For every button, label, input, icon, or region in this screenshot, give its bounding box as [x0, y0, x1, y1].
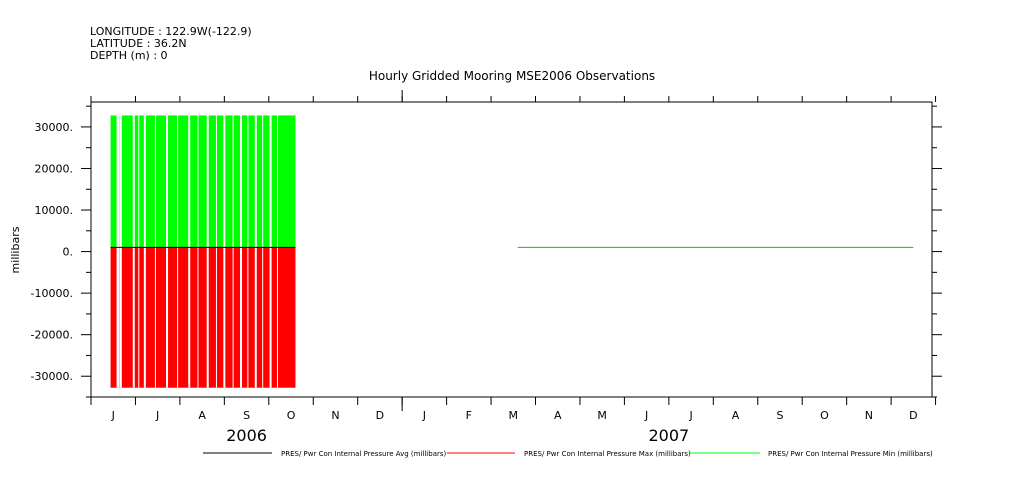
- data-gap: [223, 115, 226, 388]
- data-gap: [276, 115, 278, 388]
- data-gap: [138, 115, 140, 388]
- y-tick-label: 30000.: [35, 121, 74, 134]
- data-gap: [247, 115, 249, 388]
- data-gap: [154, 115, 156, 388]
- data-gap: [232, 115, 234, 388]
- x-month-label: J: [644, 409, 648, 422]
- plot-data: [110, 115, 914, 388]
- chart-title: Hourly Gridded Mooring MSE2006 Observati…: [369, 69, 655, 83]
- x-month-label: D: [376, 409, 384, 422]
- x-month-label: J: [688, 409, 692, 422]
- plot-frame: [90, 101, 933, 398]
- x-month-label: S: [776, 409, 783, 422]
- data-gap: [177, 115, 179, 388]
- y-tick-label: -10000.: [31, 287, 73, 300]
- data-gap: [206, 115, 209, 388]
- x-month-label: M: [597, 409, 607, 422]
- data-gap: [143, 115, 146, 388]
- data-gap: [262, 115, 264, 388]
- x-month-label: O: [820, 409, 829, 422]
- data-gap: [116, 115, 120, 388]
- x-month-label: M: [509, 409, 519, 422]
- legend-label: PRES/ Pwr Con Internal Pressure Min (mil…: [768, 450, 933, 458]
- x-month-label: A: [732, 409, 740, 422]
- legend-label: PRES/ Pwr Con Internal Pressure Avg (mil…: [281, 450, 447, 458]
- depth-label: DEPTH (m) : 0: [90, 49, 168, 62]
- y-axis-label: millibars: [9, 226, 22, 273]
- x-month-label: F: [466, 409, 472, 422]
- data-gap: [254, 115, 257, 388]
- series-min-fill: [110, 115, 296, 248]
- x-month-label: J: [422, 409, 426, 422]
- legend-label: PRES/ Pwr Con Internal Pressure Max (mil…: [524, 450, 691, 458]
- x-year-label: 2006: [226, 426, 267, 445]
- x-month-label: A: [554, 409, 562, 422]
- x-month-label: S: [243, 409, 250, 422]
- x-month-label: J: [155, 409, 159, 422]
- x-month-label: O: [287, 409, 296, 422]
- x-month-label: D: [909, 409, 917, 422]
- data-gap: [239, 115, 242, 388]
- series-max-fill: [110, 247, 296, 388]
- data-gap: [197, 115, 199, 388]
- y-tick-label: 0.: [63, 246, 74, 259]
- axis-labels: 30000. 20000. 10000. 0. -10000. -20000. -30000…: [31, 121, 918, 445]
- data-gap: [166, 115, 169, 388]
- data-gap: [215, 115, 217, 388]
- y-tick-label: -30000.: [31, 370, 73, 383]
- data-gap: [132, 115, 135, 388]
- x-month-label: J: [111, 409, 115, 422]
- x-month-label: N: [331, 409, 339, 422]
- legend: PRES/ Pwr Con Internal Pressure Avg (mil…: [203, 450, 933, 458]
- data-gap: [119, 115, 122, 388]
- axis-ticks: [81, 90, 942, 411]
- y-tick-label: 10000.: [35, 204, 74, 217]
- x-month-label: N: [865, 409, 873, 422]
- data-gap: [188, 115, 191, 388]
- longitude-label: LONGITUDE : 122.9W(-122.9): [90, 25, 252, 38]
- latitude-label: LATITUDE : 36.2N: [90, 37, 187, 50]
- y-tick-label: -20000.: [31, 329, 73, 342]
- data-gap: [269, 115, 272, 388]
- x-month-label: A: [198, 409, 206, 422]
- y-tick-label: 20000.: [35, 162, 74, 175]
- x-year-label: 2007: [648, 426, 689, 445]
